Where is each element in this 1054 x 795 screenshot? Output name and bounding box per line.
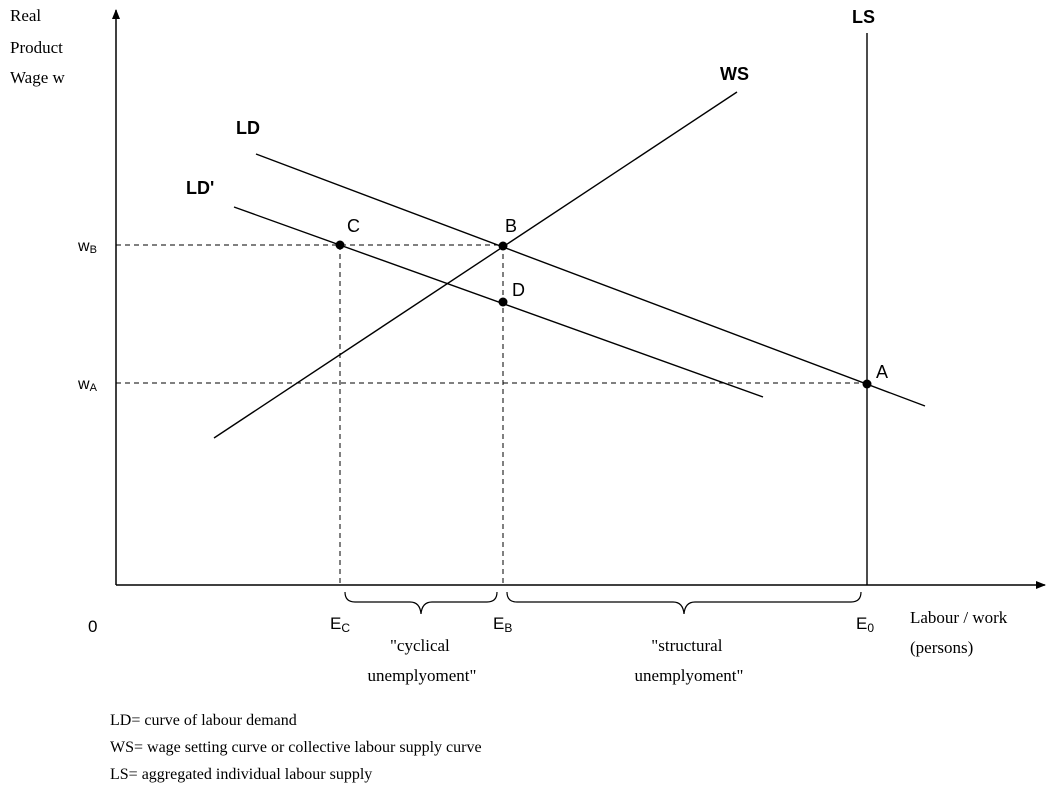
point-a-marker	[862, 379, 872, 389]
cyclical-bracket	[344, 591, 498, 615]
structural-unemployment-label: "structural unemplyoment"	[635, 636, 744, 685]
legend-item-ws: WS= wage setting curve or collective lab…	[110, 739, 482, 756]
ec-tick-label: EC	[330, 614, 350, 635]
ld-curve	[255, 153, 926, 407]
guide-lines	[116, 244, 867, 585]
point-b-label: B	[505, 216, 517, 236]
x-axis-label: Labour / work (persons)	[910, 608, 1012, 657]
legend: LD= curve of labour demand WS= wage sett…	[110, 712, 482, 783]
point-d-label: D	[512, 280, 525, 300]
legend-item-ld: LD= curve of labour demand	[110, 712, 297, 729]
wa-tick-label: wA	[77, 376, 98, 394]
ws-curve	[213, 91, 738, 439]
origin-label: 0	[88, 617, 97, 636]
eb-tick-label: EB	[493, 614, 512, 635]
point-d-marker	[498, 297, 508, 307]
ld-label: LD	[236, 118, 260, 138]
point-a-label: A	[876, 362, 888, 382]
point-b-marker	[498, 241, 508, 251]
e0-tick-label: E0	[856, 614, 874, 635]
ls-label: LS	[852, 7, 875, 27]
y-axis-label: Real Product Wage w	[10, 6, 67, 87]
wb-tick-label: wB	[77, 238, 97, 256]
cyclical-unemployment-label: "cyclical unemplyoment"	[368, 636, 477, 685]
ws-label: WS	[720, 64, 749, 84]
ld-prime-label: LD'	[186, 178, 214, 198]
point-c-label: C	[347, 216, 360, 236]
structural-bracket	[506, 591, 862, 615]
point-c-marker	[335, 240, 345, 250]
legend-item-ls: LS= aggregated individual labour supply	[110, 766, 372, 783]
